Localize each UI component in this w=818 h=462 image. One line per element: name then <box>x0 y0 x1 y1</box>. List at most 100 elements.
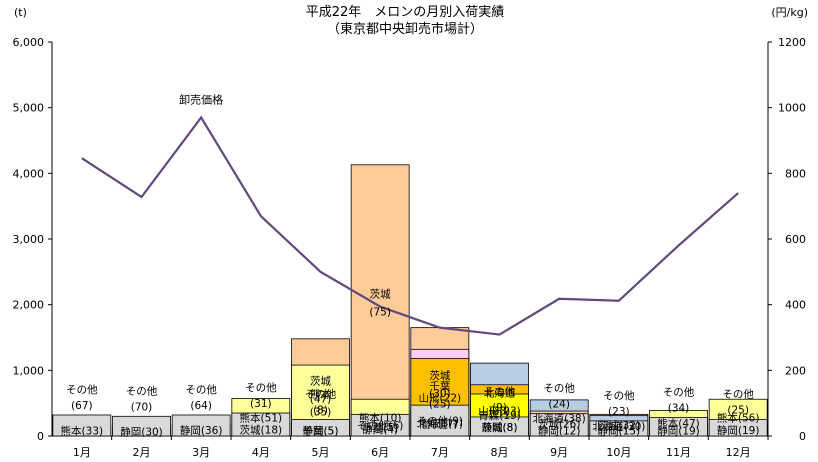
bars-layer <box>52 164 768 437</box>
segment-sublabel: (75) <box>369 306 391 318</box>
segment-sublabel: (64) <box>190 400 212 412</box>
y-right-tick-label: 0 <box>799 430 806 443</box>
segment-label: その他(6) <box>357 419 403 432</box>
segment-label: その他 <box>126 384 158 397</box>
segment-label: その他 <box>305 388 337 401</box>
segment-label: その他(9) <box>417 415 463 428</box>
y-left-tick-label: 0 <box>37 430 44 443</box>
bar-segment-その他 <box>649 417 708 437</box>
bar-segment-その他 <box>231 412 291 437</box>
bar-segment-その他 <box>470 416 529 437</box>
x-tick-label: 4月 <box>252 446 270 459</box>
segment-label: 北海道(38) <box>533 412 586 425</box>
x-tick-label: 9月 <box>550 446 568 459</box>
segment-label: 静岡(5) <box>303 425 339 438</box>
segment-label: 静岡(30) <box>120 426 163 439</box>
segment-label: 静岡(19) <box>657 425 700 438</box>
y-right-tick-label: 800 <box>785 167 806 180</box>
segment-label: 茨城 <box>429 369 450 382</box>
chart-subtitle: （東京都中央卸売市場計） <box>327 21 483 37</box>
segment-label: 熊本(47) <box>657 417 700 430</box>
segment-label: 静岡(19) <box>717 424 760 437</box>
axes-layer <box>48 41 772 440</box>
segment-sublabel: (47) <box>310 393 332 405</box>
segment-sublabel: (70) <box>131 401 153 413</box>
y-left-unit: (t) <box>14 6 27 19</box>
bar-segment-その他 <box>112 415 171 437</box>
x-tick-label: 5月 <box>312 446 330 459</box>
bar-segment-その他 <box>589 420 649 437</box>
segment-label: 静岡(15) <box>598 425 641 438</box>
segment-label: 茨城 <box>310 374 331 387</box>
text-layer: 0 1,000 2,000 3,000 4,000 5,000 6,000 0 200 400 60… <box>13 4 809 459</box>
segment-label: 千葉(5) <box>303 425 339 438</box>
bar-segment-その他 <box>52 414 112 437</box>
segment-sublabel: (67) <box>71 400 93 412</box>
y-left-tick-label: 1,000 <box>13 364 45 377</box>
segment-sublabel: (24) <box>548 399 570 411</box>
y-right-tick-label: 1200 <box>778 36 806 49</box>
segment-label: 熊本 <box>310 388 331 401</box>
segment-sublabel: (9) <box>492 402 507 414</box>
y-left-tick-label: 4,000 <box>13 167 45 180</box>
segment-label: 千葉 <box>429 380 450 393</box>
x-tick-label: 7月 <box>431 446 449 459</box>
segment-label: その他 <box>245 381 277 394</box>
segment-sublabel: (30) <box>429 388 451 400</box>
segment-label: 熊本(10) <box>359 412 402 425</box>
segment-label: 静岡(12) <box>538 424 581 437</box>
segment-label: その他 <box>543 382 575 395</box>
segment-label: 静岡(7) <box>422 418 458 431</box>
segment-label: 静岡(4) <box>362 423 398 436</box>
y-right-tick-label: 400 <box>785 299 806 312</box>
bar-segment-茨城 <box>350 164 410 437</box>
x-tick-label: 6月 <box>371 446 389 459</box>
bar-segment-その他 <box>350 413 410 437</box>
bar-segment-その他 <box>171 414 231 437</box>
x-tick-label: 11月 <box>666 446 691 459</box>
segment-label: 茨城 <box>370 287 391 300</box>
segment-label: 熊本(56) <box>717 412 760 425</box>
bar-segment-その他 <box>708 419 768 437</box>
segment-label: その他 <box>66 383 98 396</box>
bar-segment-その他 <box>410 404 470 437</box>
bar-segment-その他 <box>291 419 350 437</box>
segment-label: その他 <box>663 386 695 399</box>
segment-sublabel: (33) <box>489 406 511 418</box>
y-right-tick-label: 600 <box>785 233 806 246</box>
segment-label: 茨城(26) <box>538 418 581 431</box>
segment-label: 茨城(18) <box>240 423 283 436</box>
y-left-tick-label: 5,000 <box>13 102 45 115</box>
segment-label: 北海道 <box>484 387 516 400</box>
segment-sublabel: (34) <box>668 403 690 415</box>
segment-label: 山形(23) <box>478 405 521 417</box>
y-left-tick-label: 2,000 <box>13 299 45 312</box>
segment-label: その他 <box>722 388 754 401</box>
segment-label: 熊本(51) <box>240 411 283 424</box>
x-tick-label: 12月 <box>726 446 751 459</box>
segment-sublabel: (25) <box>727 405 749 417</box>
chart-title: 平成22年 メロンの月別入荷実績 <box>306 4 505 20</box>
segment-sublabel: (8) <box>313 405 328 417</box>
bar-segment-その他 <box>529 413 589 437</box>
segment-label: その他 <box>484 385 516 398</box>
y-left-tick-label: 3,000 <box>13 233 45 246</box>
segment-label: 茨城(8) <box>482 421 518 434</box>
segment-label: 静岡(8) <box>482 421 518 434</box>
price-line <box>81 115 739 336</box>
segment-label: 北海道(7) <box>417 418 463 431</box>
x-tick-label: 8月 <box>491 446 509 459</box>
x-tick-label: 10月 <box>606 446 631 459</box>
segment-label: その他 <box>603 389 635 402</box>
x-tick-label: 3月 <box>192 446 210 459</box>
segment-sublabel: (31) <box>250 398 272 410</box>
x-tick-label: 1月 <box>73 446 91 459</box>
segment-label: 青森(19) <box>478 409 521 422</box>
segment-label: 静岡(36) <box>180 424 223 437</box>
x-tick-label: 2月 <box>133 446 151 459</box>
y-right-unit: (円/kg) <box>771 6 808 19</box>
segment-sublabel: (25) <box>429 399 451 411</box>
segment-label: 千葉(5) <box>362 421 398 434</box>
segment-sublabel: (35) <box>310 407 332 419</box>
